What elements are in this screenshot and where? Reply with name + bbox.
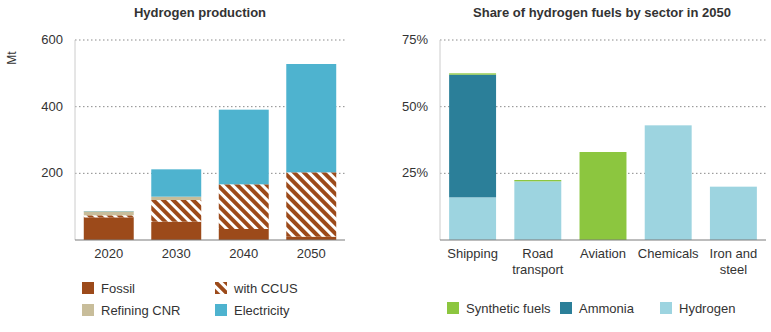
x-tick-label: 2020 [94, 246, 123, 261]
legend-swatch [215, 304, 227, 316]
x-tick-label: Chemicals [638, 246, 699, 261]
legend-label: Hydrogen [679, 301, 735, 316]
label-line: Aviation [580, 246, 626, 261]
figure: Hydrogen production Mt 200 400 600 2020 2030 20… [0, 0, 771, 332]
bar-segment [449, 197, 496, 240]
legend-swatch [447, 302, 459, 314]
legend-swatch [82, 304, 94, 316]
y-axis-line [440, 40, 441, 240]
label-line: Chemicals [638, 246, 699, 261]
x-tick-label: Roadtransport [512, 246, 564, 277]
bar-segment [449, 73, 496, 74]
grid-line [440, 40, 766, 41]
label-line: Iron and [710, 246, 758, 261]
bar-segment [514, 181, 561, 182]
chart-title: Share of hydrogen fuels by sector in 205… [473, 5, 731, 20]
y-tick-label: 25% [402, 165, 428, 180]
bar-segment [710, 186, 757, 187]
bar-segment [710, 187, 757, 240]
x-tick-label: Aviation [580, 246, 626, 261]
legend-swatch [660, 302, 672, 314]
bars [84, 64, 336, 240]
bars [449, 73, 757, 240]
label-line: transport [512, 262, 564, 277]
chart-title: Hydrogen production [134, 5, 266, 20]
bar-segment [645, 125, 692, 126]
bar-segment [514, 181, 561, 240]
label-line: 2020 [94, 246, 123, 261]
legend-swatch [215, 282, 227, 294]
bar-segment [219, 229, 269, 240]
x-tick-label: Shipping [447, 246, 498, 261]
x-tick-label: 2030 [162, 246, 191, 261]
bar-segment [580, 152, 627, 240]
y-tick-label: 600 [41, 32, 63, 47]
bar-segment [84, 211, 134, 212]
baseline [75, 240, 345, 241]
label-line: 2050 [297, 246, 326, 261]
bar-segment [151, 222, 201, 240]
baseline [440, 240, 766, 241]
bar-segment [219, 184, 269, 229]
x-tick-label: Iron andsteel [710, 246, 758, 277]
y-axis-line [75, 40, 76, 240]
label-line: Shipping [447, 246, 498, 261]
label-line: 2030 [162, 246, 191, 261]
bar-segment [514, 180, 561, 181]
bar-segment [84, 211, 134, 215]
x-tick-label: 2050 [297, 246, 326, 261]
x-tick-label: 2040 [229, 246, 258, 261]
legend-label: Synthetic fuels [466, 301, 551, 316]
bar-segment [645, 125, 692, 126]
label-line: Road [522, 246, 553, 261]
y-tick-label: 400 [41, 99, 63, 114]
legend-swatch [560, 302, 572, 314]
legend-label: Ammonia [579, 301, 635, 316]
chart-panel: Share of hydrogen fuels by sector in 205… [402, 5, 766, 316]
bar-segment [151, 197, 201, 200]
legend-label: Electricity [234, 303, 290, 318]
bar-segment [84, 215, 134, 217]
legend-swatch [82, 282, 94, 294]
y-tick-label: 75% [402, 32, 428, 47]
legend-label: Fossil [101, 281, 135, 296]
label-line: steel [720, 262, 748, 277]
chart-panel: Hydrogen production Mt 200 400 600 2020 2030 20… [5, 5, 345, 318]
bar-segment [84, 217, 134, 240]
bar-segment [151, 169, 201, 196]
bar-segment [219, 110, 269, 185]
bar-segment [151, 200, 201, 222]
bar-segment [286, 172, 336, 236]
legend-label: Refining CNR [101, 303, 180, 318]
bar-segment [286, 64, 336, 172]
legend-label: with CCUS [233, 281, 298, 296]
bar-segment [449, 75, 496, 198]
y-axis-label: Mt [5, 51, 19, 65]
label-line: 2040 [229, 246, 258, 261]
bar-segment [645, 125, 692, 240]
y-tick-label: 50% [402, 99, 428, 114]
bar-segment [710, 186, 757, 187]
grid-line [75, 40, 345, 41]
y-tick-label: 200 [41, 165, 63, 180]
